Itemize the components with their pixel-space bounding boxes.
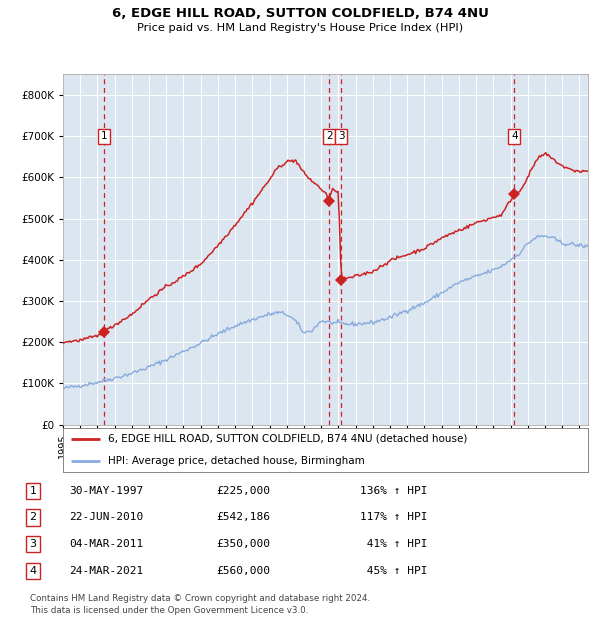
Text: 117% ↑ HPI: 117% ↑ HPI: [360, 512, 427, 523]
Text: 3: 3: [29, 539, 37, 549]
Text: £225,000: £225,000: [216, 485, 270, 496]
Text: £350,000: £350,000: [216, 539, 270, 549]
Text: 1: 1: [100, 131, 107, 141]
Text: 4: 4: [29, 565, 37, 576]
Text: 2: 2: [29, 512, 37, 523]
Text: 22-JUN-2010: 22-JUN-2010: [69, 512, 143, 523]
Text: 1: 1: [29, 485, 37, 496]
Text: 2: 2: [326, 131, 332, 141]
Text: Contains HM Land Registry data © Crown copyright and database right 2024.
This d: Contains HM Land Registry data © Crown c…: [30, 594, 370, 615]
Text: £560,000: £560,000: [216, 565, 270, 576]
Text: HPI: Average price, detached house, Birmingham: HPI: Average price, detached house, Birm…: [107, 456, 364, 466]
Text: 24-MAR-2021: 24-MAR-2021: [69, 565, 143, 576]
Text: 30-MAY-1997: 30-MAY-1997: [69, 485, 143, 496]
Text: 3: 3: [338, 131, 344, 141]
Text: 4: 4: [511, 131, 518, 141]
Text: £542,186: £542,186: [216, 512, 270, 523]
Text: Price paid vs. HM Land Registry's House Price Index (HPI): Price paid vs. HM Land Registry's House …: [137, 23, 463, 33]
Text: 45% ↑ HPI: 45% ↑ HPI: [360, 565, 427, 576]
Text: 136% ↑ HPI: 136% ↑ HPI: [360, 485, 427, 496]
Text: 6, EDGE HILL ROAD, SUTTON COLDFIELD, B74 4NU: 6, EDGE HILL ROAD, SUTTON COLDFIELD, B74…: [112, 7, 488, 20]
Text: 41% ↑ HPI: 41% ↑ HPI: [360, 539, 427, 549]
Text: 04-MAR-2011: 04-MAR-2011: [69, 539, 143, 549]
Text: 6, EDGE HILL ROAD, SUTTON COLDFIELD, B74 4NU (detached house): 6, EDGE HILL ROAD, SUTTON COLDFIELD, B74…: [107, 434, 467, 444]
